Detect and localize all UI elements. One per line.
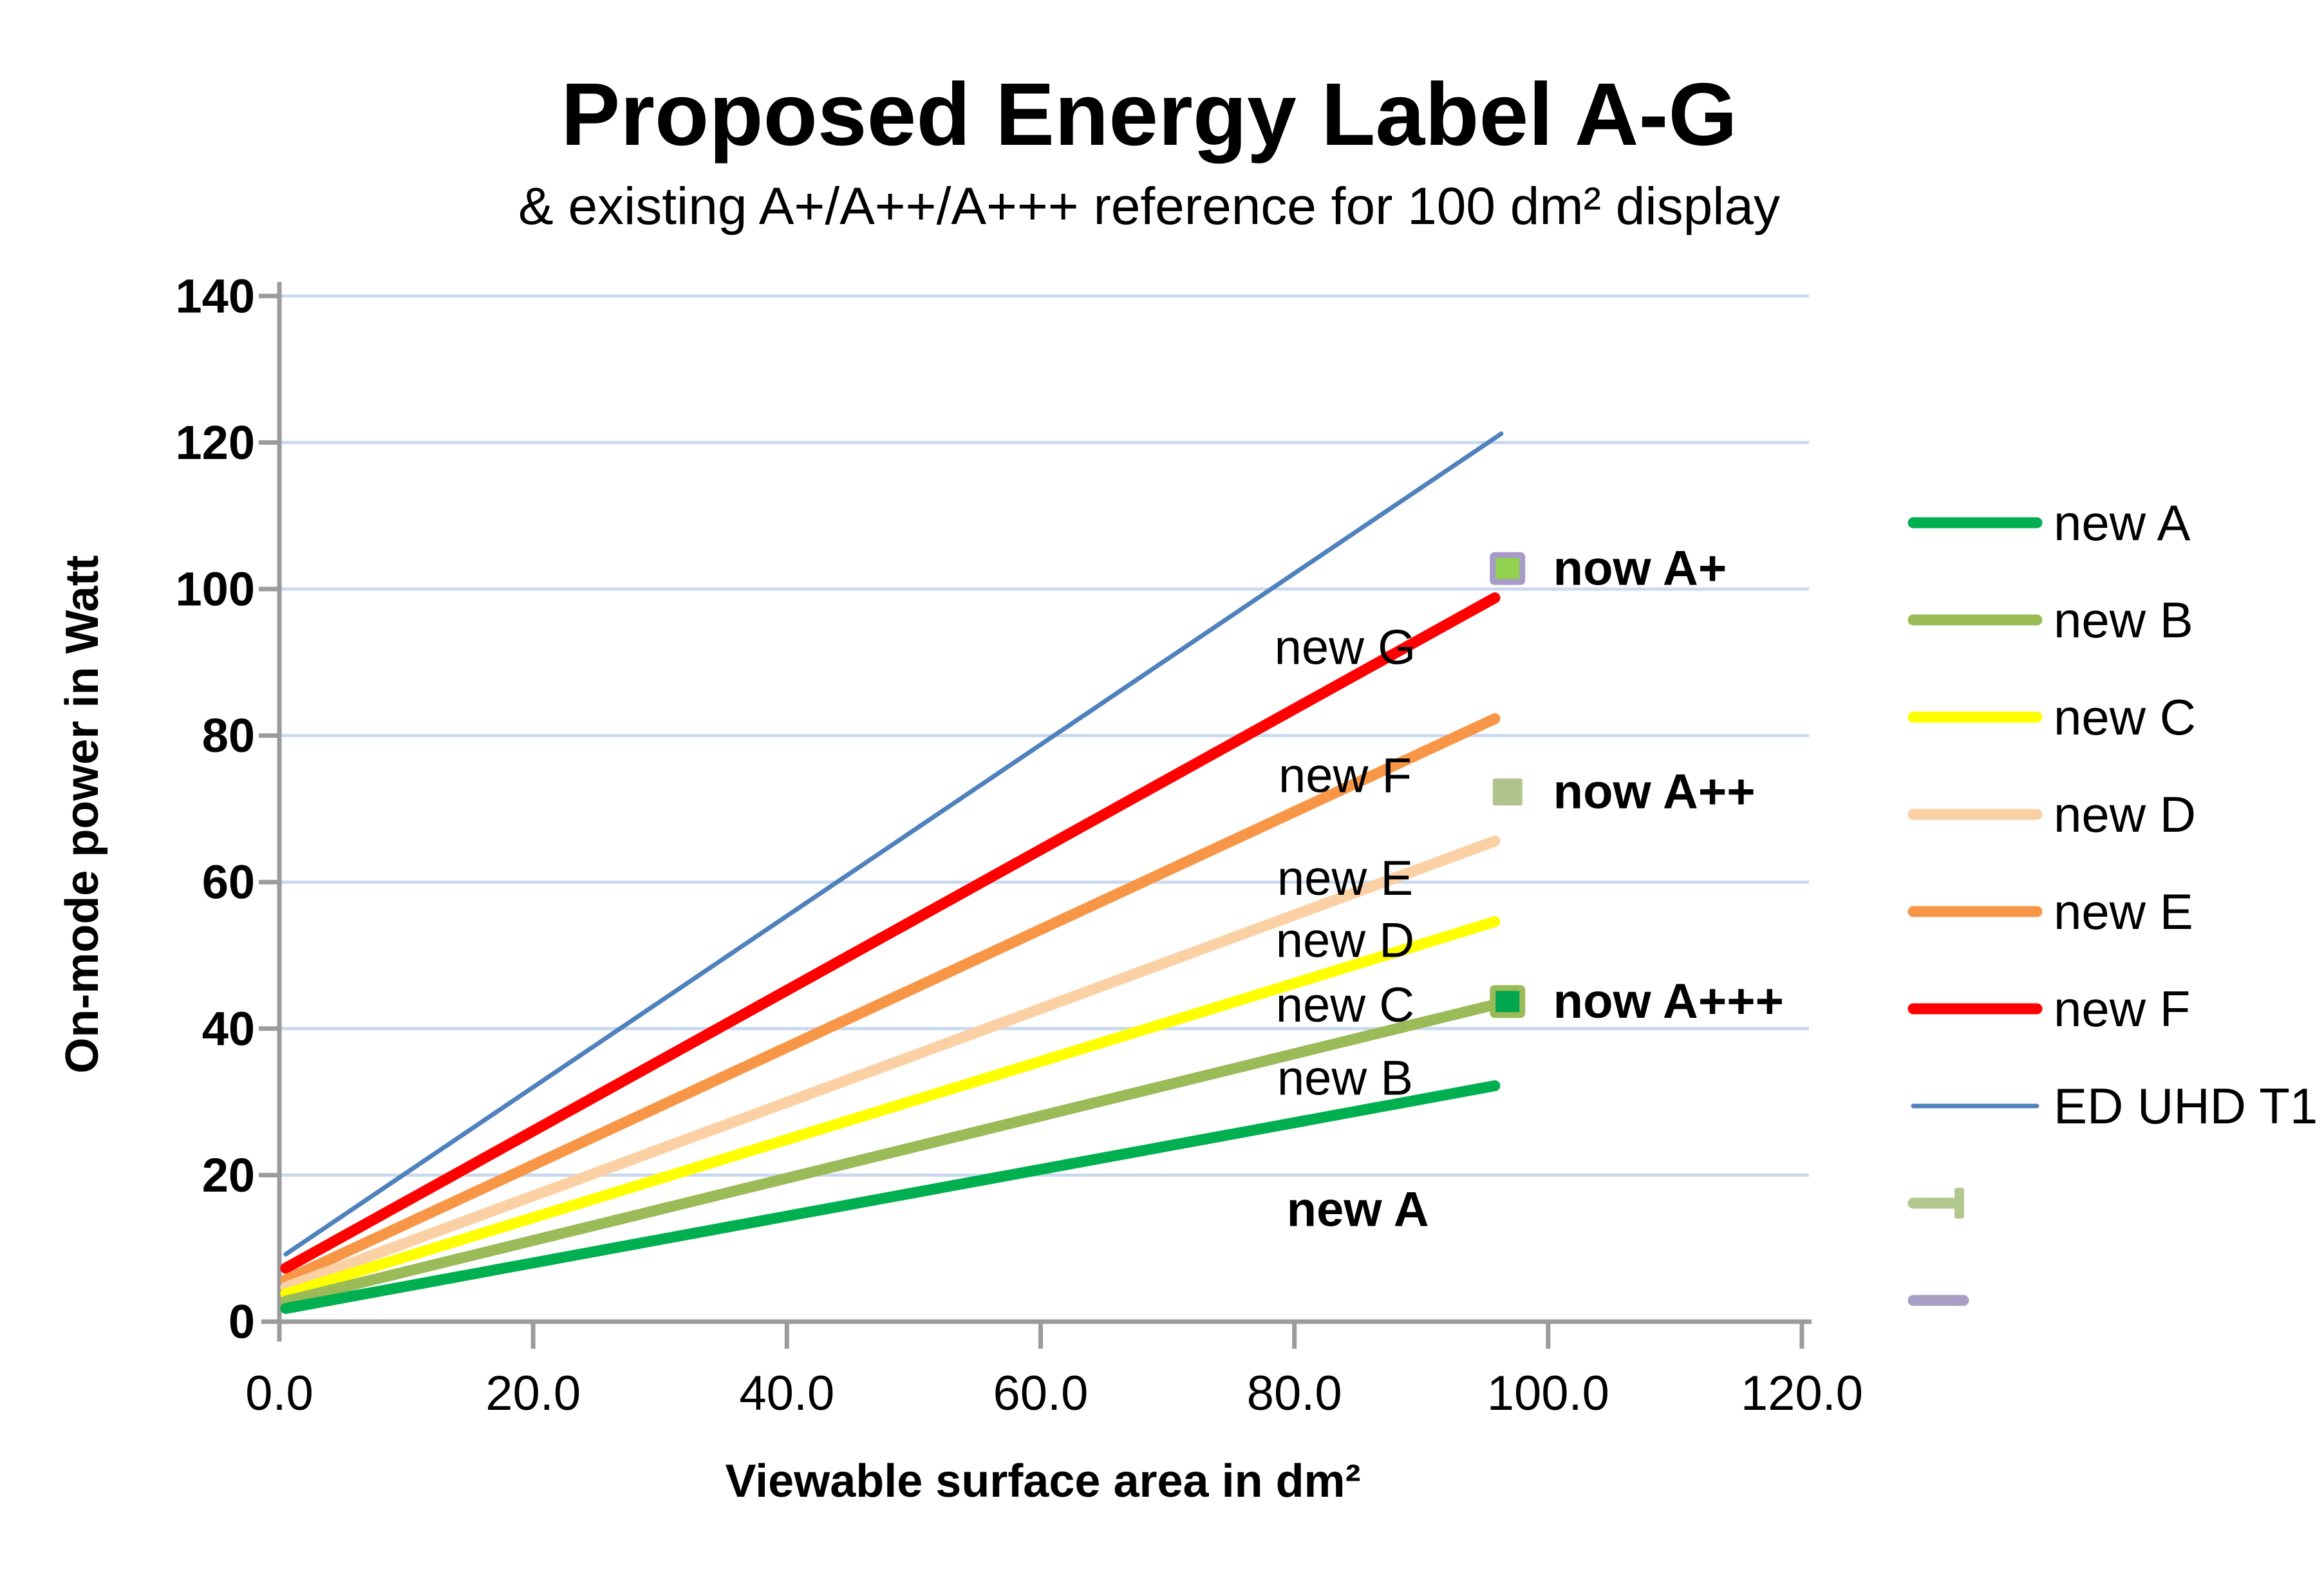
series-line-new-e xyxy=(280,713,1501,1286)
annotation-new-b: new B xyxy=(1277,1051,1413,1106)
y-tick-label-0: 0 xyxy=(229,1295,255,1349)
x-tick-label-0: 0.0 xyxy=(245,1366,314,1421)
annotation-new-g: new G xyxy=(1275,621,1416,675)
annotation-new-a: new A xyxy=(1287,1182,1429,1237)
annotation-new-c: new C xyxy=(1276,978,1414,1033)
series-line-new-b xyxy=(280,996,1513,1307)
y-axis-title: On-mode power in Watt xyxy=(57,555,108,1073)
y-tick-label-140: 140 xyxy=(176,269,255,323)
legend-label-new-f: new F xyxy=(2054,980,2190,1037)
legend-label-new-d: new D xyxy=(2054,786,2196,843)
series-line-new-c xyxy=(280,916,1501,1300)
x-tick-label-60: 60.0 xyxy=(993,1366,1089,1421)
x-axis-title: Viewable surface area in dm² xyxy=(725,1456,1360,1507)
y-tick-label-40: 40 xyxy=(202,1002,255,1055)
y-tick-label-100: 100 xyxy=(176,563,255,616)
x-tick-label-120: 120.0 xyxy=(1741,1366,1863,1421)
legend-swatch-now-a-marker-sample-bar xyxy=(1954,1188,1964,1219)
annotation-now-aplusplusplus: now A+++ xyxy=(1553,974,1784,1029)
series-line-new-a xyxy=(280,1080,1501,1315)
x-tick-label-100: 100.0 xyxy=(1487,1366,1609,1421)
y-tick-label-80: 80 xyxy=(202,709,255,762)
legend-label-ed-uhd-t1: ED UHD T1 xyxy=(2054,1078,2318,1134)
y-tick-label-120: 120 xyxy=(176,416,255,469)
x-tick-label-40: 40.0 xyxy=(739,1366,834,1421)
series-line-new-d xyxy=(280,835,1501,1293)
series-line-ed-uhd-t1 xyxy=(283,431,1504,1257)
legend-label-new-a: new A xyxy=(2054,494,2190,551)
annotation-new-f: new F xyxy=(1279,749,1412,803)
x-tick-label-20: 20.0 xyxy=(485,1366,581,1421)
y-tick-label-60: 60 xyxy=(202,856,255,909)
legend-label-new-c: new C xyxy=(2054,689,2196,745)
series-line-new-f xyxy=(280,592,1501,1274)
annotation-now-aplusplus: now A++ xyxy=(1553,765,1756,820)
legend-label-new-e: new E xyxy=(2054,883,2193,940)
marker-now-aplusplus xyxy=(1492,778,1523,806)
annotation-now-aplus: now A+ xyxy=(1553,541,1727,596)
annotation-new-e: new E xyxy=(1277,851,1413,906)
x-tick-label-80: 80.0 xyxy=(1247,1366,1342,1421)
annotation-new-d: new D xyxy=(1276,913,1414,968)
marker-now-aplusplusplus xyxy=(1490,985,1526,1018)
legend-label-new-b: new B xyxy=(2054,592,2193,648)
marker-now-aplus xyxy=(1490,552,1526,585)
chart-subtitle: & existing A+/A++/A+++ reference for 100… xyxy=(518,177,1780,236)
y-tick-label-20: 20 xyxy=(202,1148,255,1202)
chart-title: Proposed Energy Label A-G xyxy=(561,65,1738,164)
